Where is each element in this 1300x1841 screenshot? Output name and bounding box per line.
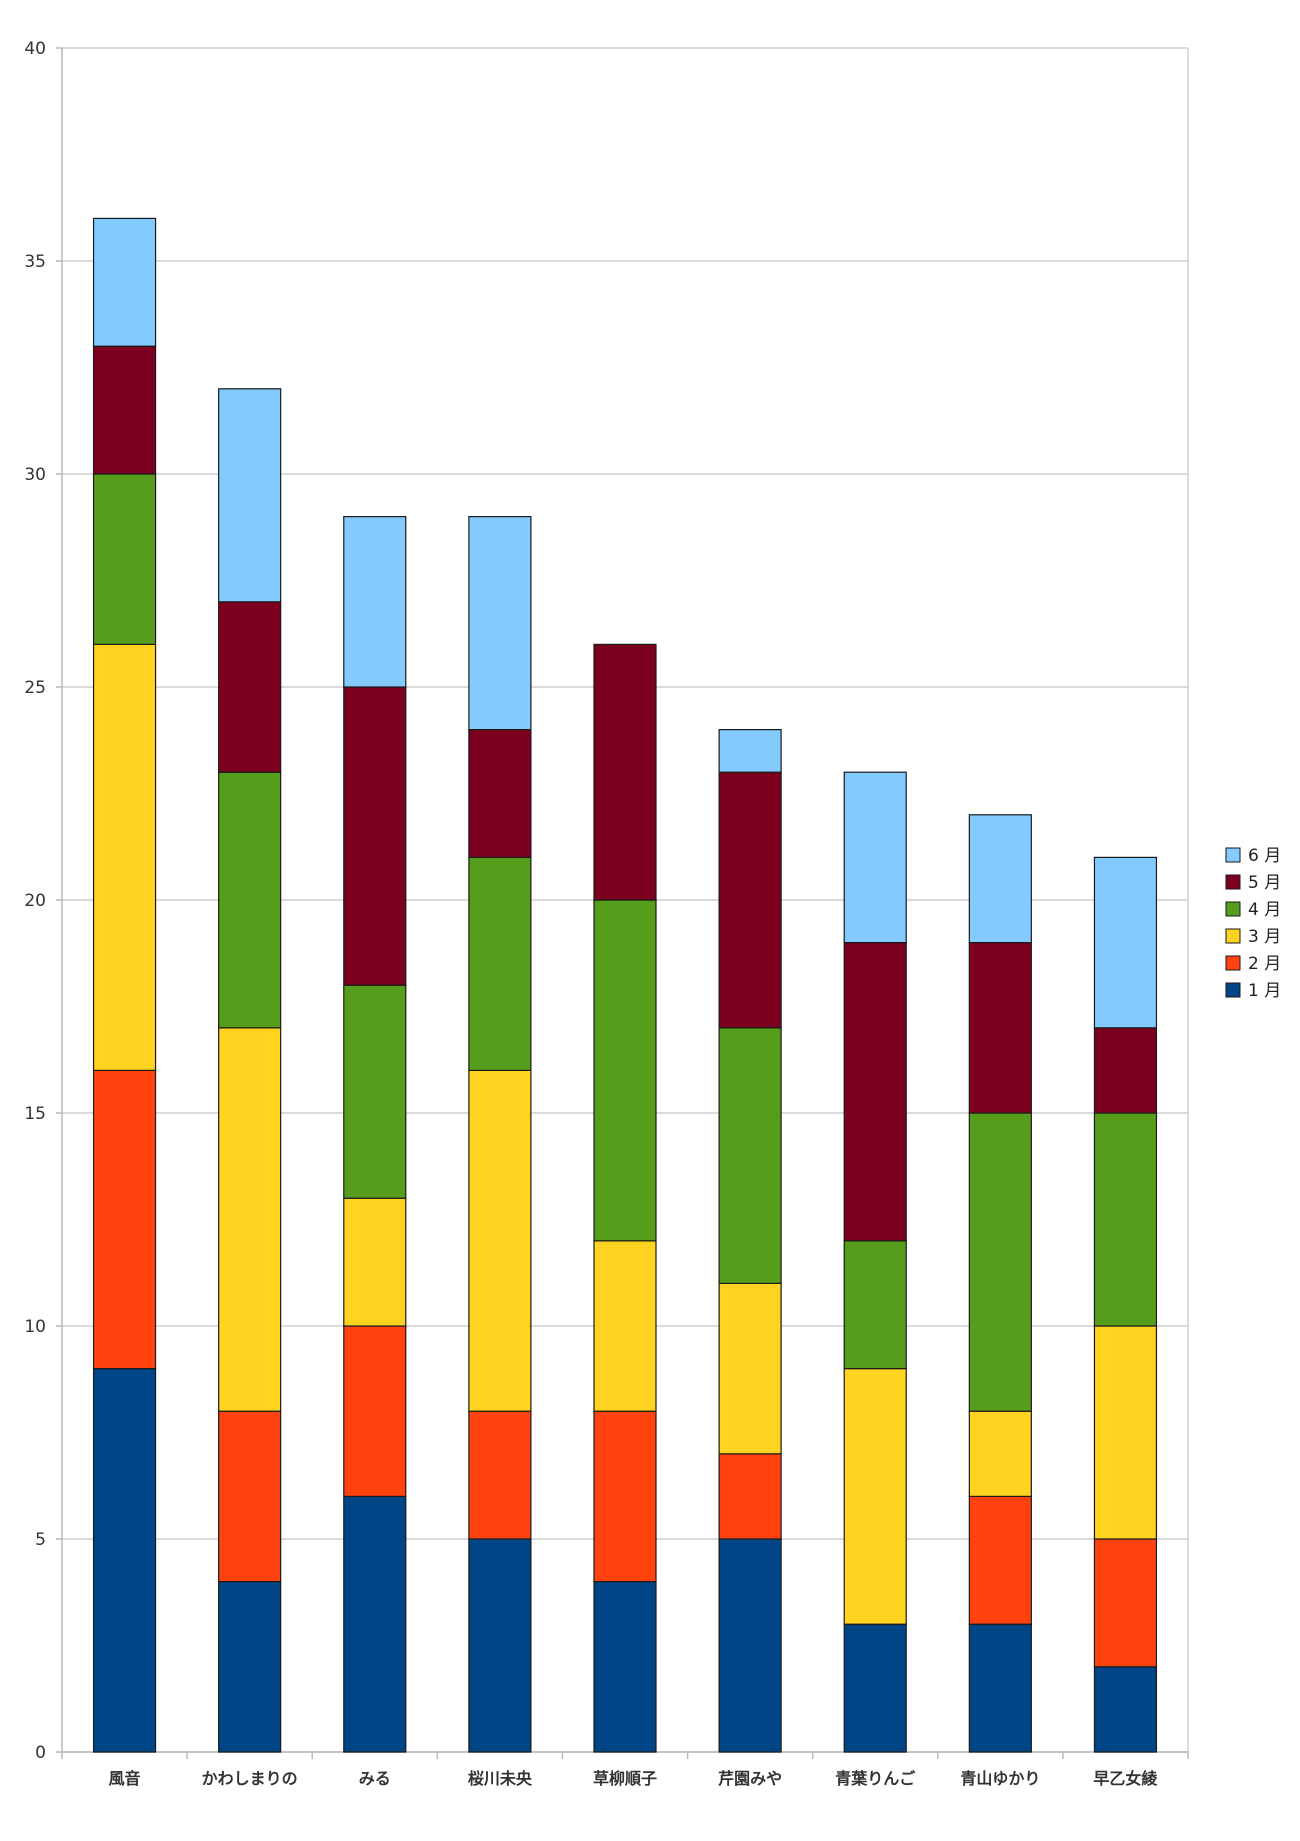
- legend: 6 月 5 月 4 月 3 月 2 月 1 月: [1225, 846, 1281, 1001]
- legend-swatch-5: [1225, 874, 1241, 890]
- y-tick-label: 20: [24, 891, 46, 911]
- bar-segment-4-2: [468, 1410, 532, 1540]
- bar-segment-2-1: [218, 1580, 282, 1753]
- bar-segment-8-2: [968, 1495, 1032, 1625]
- bar-segment-2-6: [218, 388, 282, 603]
- bar-segment-4-1: [468, 1538, 532, 1753]
- bar-segment-4-6: [468, 515, 532, 731]
- bar-segment-1-6: [92, 217, 157, 347]
- bar-segment-2-2: [218, 1410, 282, 1583]
- bar-segment-8-3: [968, 1410, 1032, 1497]
- bar-segment-1-5: [92, 345, 157, 475]
- y-axis-ticks: 0 5 10 15 20 25 30 35 40: [24, 39, 62, 1763]
- legend-label-6: 6 月: [1248, 846, 1281, 866]
- x-tick-label: かわしまりの: [202, 1769, 298, 1788]
- x-tick-label: 青葉りんご: [835, 1769, 915, 1788]
- bar-segment-9-4: [1093, 1112, 1158, 1327]
- x-tick-label: 風音: [109, 1769, 141, 1788]
- bar-segment-2-3: [218, 1027, 282, 1412]
- bar-segment-8-4: [968, 1112, 1032, 1412]
- bar-segment-3-3: [343, 1197, 407, 1327]
- y-tick-label: 30: [24, 465, 46, 485]
- bar-segment-2-5: [218, 601, 282, 773]
- bar-segment-3-6: [343, 515, 407, 688]
- legend-swatch-3: [1225, 928, 1241, 944]
- bar-segment-6-4: [718, 1027, 782, 1285]
- y-tick-label: 0: [35, 1743, 46, 1763]
- bar-segment-1-2: [92, 1069, 157, 1370]
- bar-segment-6-2: [718, 1453, 782, 1540]
- bar-segment-6-1: [718, 1538, 782, 1753]
- bar-segment-7-1: [843, 1623, 907, 1753]
- y-tick-label: 40: [24, 39, 46, 59]
- x-tick-label: みる: [359, 1769, 391, 1788]
- bar-segment-4-3: [468, 1069, 532, 1412]
- legend-swatch-6: [1225, 847, 1241, 863]
- x-tick-label: 芹園みや: [718, 1769, 782, 1788]
- bar-segment-8-1: [968, 1623, 1032, 1753]
- x-tick-label: 桜川未央: [468, 1769, 533, 1788]
- x-tick-label: 草柳順子: [593, 1769, 657, 1788]
- bar-segment-8-5: [968, 941, 1032, 1114]
- bar-segment-4-5: [468, 728, 532, 858]
- y-tick-label: 25: [24, 678, 46, 698]
- legend-swatch-2: [1225, 955, 1241, 971]
- bar-segment-7-6: [843, 771, 907, 944]
- x-axis-ticks: 風音 かわしまりの みる 桜川未央 草柳順子 芹園みや 青葉りんご 青山ゆかり 早乙女綾: [61, 1752, 1189, 1788]
- bar-segment-9-2: [1093, 1538, 1158, 1668]
- legend-label-5: 5 月: [1248, 873, 1281, 893]
- bar-segment-1-3: [92, 643, 157, 1072]
- x-tick-label: 青山ゆかり: [960, 1769, 1040, 1788]
- legend-label-3: 3 月: [1248, 927, 1281, 947]
- bar-segment-1-1: [92, 1367, 157, 1753]
- legend-label-1: 1 月: [1248, 981, 1281, 1001]
- bar-segment-1-4: [92, 473, 157, 645]
- bar-segment-3-5: [343, 686, 407, 986]
- legend-label-2: 2 月: [1248, 954, 1281, 974]
- bar-segment-9-6: [1093, 856, 1158, 1029]
- y-tick-label: 5: [35, 1530, 46, 1550]
- bar-segment-5-1: [593, 1580, 657, 1753]
- y-tick-label: 15: [24, 1104, 46, 1124]
- bar-segment-6-5: [718, 771, 782, 1029]
- bar-segment-5-4: [593, 899, 657, 1242]
- bar-segment-7-3: [843, 1367, 907, 1625]
- bar-segment-5-3: [593, 1240, 657, 1412]
- bar-segment-9-5: [1093, 1027, 1158, 1114]
- y-tick-label: 35: [24, 252, 46, 272]
- bar-segment-6-3: [718, 1282, 782, 1455]
- bar-segment-7-4: [843, 1240, 907, 1370]
- bar-segment-3-4: [343, 984, 407, 1199]
- bar-segment-5-5: [593, 643, 657, 901]
- bar-segment-7-5: [843, 941, 907, 1242]
- bar-segment-3-2: [343, 1325, 407, 1497]
- bar-segment-8-6: [968, 814, 1032, 944]
- bar-segment-9-3: [1093, 1325, 1158, 1540]
- bar-segment-5-2: [593, 1410, 657, 1583]
- legend-label-4: 4 月: [1248, 900, 1281, 920]
- bar-segment-9-1: [1093, 1666, 1158, 1753]
- bar-segment-4-4: [468, 856, 532, 1072]
- legend-swatch-1: [1225, 982, 1241, 998]
- bars: [92, 217, 1158, 1753]
- bar-segment-2-4: [218, 771, 282, 1029]
- y-tick-label: 10: [24, 1317, 46, 1337]
- bar-segment-3-1: [343, 1495, 407, 1753]
- legend-swatch-4: [1225, 901, 1241, 917]
- x-tick-label: 早乙女綾: [1093, 1769, 1158, 1788]
- bar-segment-6-6: [718, 728, 782, 773]
